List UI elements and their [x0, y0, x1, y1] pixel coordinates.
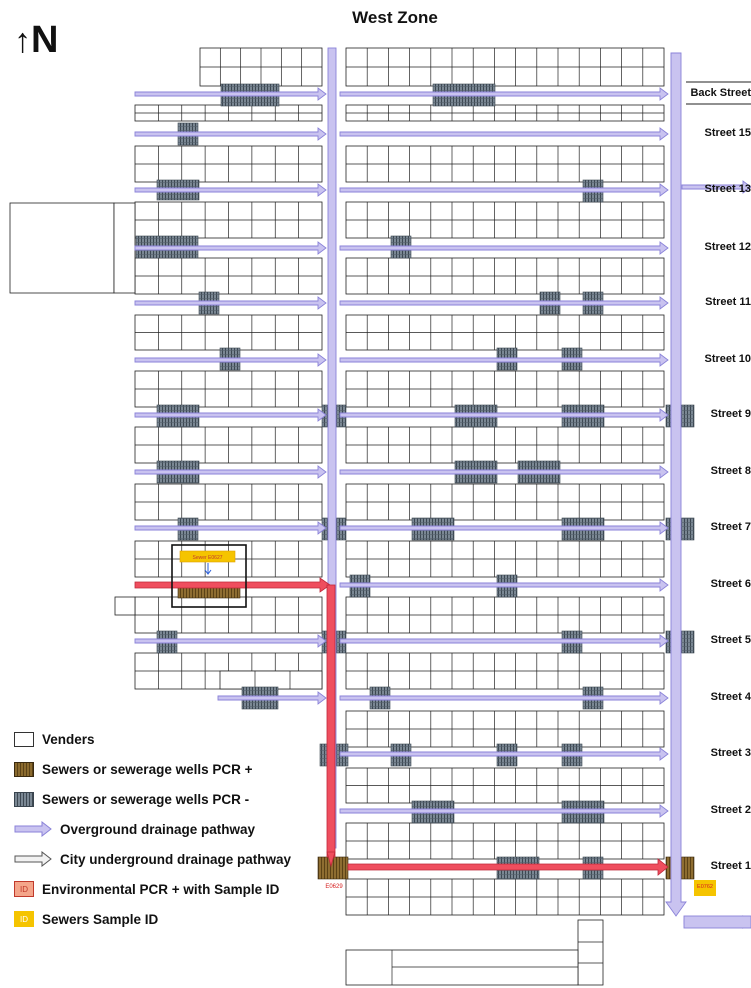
overground-arrow	[134, 353, 327, 367]
sample-id-west: E0629	[325, 884, 343, 890]
legend-item-sewer-positive: Sewers or sewerage wells PCR +	[14, 754, 334, 784]
overground-arrow	[339, 747, 669, 761]
street-label: Street 12	[704, 241, 751, 253]
drainage-pathways	[134, 47, 751, 929]
legend: Venders Sewers or sewerage wells PCR + S…	[14, 724, 334, 934]
north-arrow-icon: ↑	[14, 22, 31, 60]
legend-item-underground: City underground drainage pathway	[14, 844, 334, 874]
highlight-box	[171, 544, 247, 608]
street-label: Street 7	[710, 521, 751, 533]
legend-label: Venders	[42, 731, 95, 747]
legend-item-vendors: Venders	[14, 724, 334, 754]
overground-arrow	[339, 241, 669, 255]
vendor-block	[345, 949, 579, 986]
building-outline	[113, 202, 136, 294]
vendor-block	[114, 596, 136, 616]
overground-arrow	[339, 465, 669, 479]
vendor-block	[219, 670, 323, 690]
overground-arrow	[339, 87, 669, 101]
legend-label: Sewers Sample ID	[42, 911, 159, 927]
sewer-sample-badge	[694, 880, 716, 896]
east-drain-arrow	[665, 52, 687, 917]
sewer-sample-badge	[179, 550, 236, 563]
building-outline	[9, 202, 115, 294]
contaminated-arrow	[134, 577, 331, 593]
overground-arrow	[339, 691, 669, 705]
flow-arrow-icon	[204, 563, 212, 575]
legend-item-sewer-id: ID Sewers Sample ID	[14, 904, 334, 934]
overground-arrow	[134, 408, 327, 422]
north-indicator: ↑N	[14, 20, 58, 61]
street-label: Street 9	[710, 408, 751, 420]
legend-label: Sewers or sewerage wells PCR -	[42, 791, 250, 807]
overground-arrow	[134, 521, 327, 535]
purple-arrow-icon	[14, 821, 52, 837]
legend-label: Environmental PCR + with Sample ID	[42, 881, 280, 897]
overground-arrow	[339, 578, 669, 592]
north-letter: N	[31, 19, 59, 61]
legend-label: City underground drainage pathway	[60, 851, 292, 867]
overground-arrow	[681, 180, 751, 194]
overground-arrow	[339, 521, 669, 535]
overground-arrow	[339, 804, 669, 818]
sewer-id-badge-icon: ID	[14, 911, 34, 927]
vendor-block	[577, 919, 604, 986]
street-label: Street 15	[704, 127, 751, 139]
overground-arrow	[134, 183, 327, 197]
legend-item-overground: Overground drainage pathway	[14, 814, 334, 844]
legend-item-sewer-negative: Sewers or sewerage wells PCR -	[14, 784, 334, 814]
overground-arrow	[134, 87, 327, 101]
outlet-drain	[683, 915, 751, 929]
map-title: West Zone	[352, 8, 438, 27]
grey-arrow-icon	[14, 851, 52, 867]
street-label: Street 8	[710, 465, 751, 477]
legend-label: Sewers or sewerage wells PCR +	[42, 761, 253, 777]
overground-arrow	[134, 465, 327, 479]
street-label: Back Street	[690, 87, 751, 99]
overground-arrow	[339, 408, 669, 422]
sewer-sample-id: Sewer E0627	[192, 555, 222, 561]
pcr-negative-swatch-icon	[14, 791, 34, 807]
overground-arrow	[339, 634, 669, 648]
overground-arrow	[134, 296, 327, 310]
sample-markers: Sewer E0627 E0629 E0762	[171, 544, 716, 896]
overground-arrow	[339, 353, 669, 367]
contaminated-pathway	[134, 577, 669, 876]
overground-arrow	[339, 183, 669, 197]
env-id-badge-icon: ID	[14, 881, 34, 897]
street-label: Street 10	[704, 353, 751, 365]
overground-arrow	[339, 296, 669, 310]
contaminated-arrow	[347, 858, 669, 876]
street-label: Street 5	[710, 634, 751, 646]
overground-arrow	[217, 691, 327, 705]
street-label: Street 11	[705, 296, 751, 308]
vendor-swatch-icon	[14, 731, 34, 747]
sample-id-east: E0762	[697, 884, 713, 890]
street-label: Street 3	[710, 747, 751, 759]
street-label: Street 13	[704, 183, 751, 195]
street-label: Street 4	[710, 691, 751, 703]
street-label: Street 6	[710, 578, 751, 590]
legend-label: Overground drainage pathway	[60, 821, 256, 837]
overground-arrow	[134, 634, 327, 648]
overground-arrow	[134, 241, 327, 255]
legend-item-env-pcr: ID Environmental PCR + with Sample ID	[14, 874, 334, 904]
street-label: Street 2	[710, 804, 751, 816]
vendor-grid	[9, 47, 751, 986]
overground-arrow	[339, 127, 669, 141]
overground-arrow	[134, 127, 327, 141]
pcr-positive-swatch-icon	[14, 761, 34, 777]
street-label: Street 1	[710, 860, 751, 872]
contaminated-arrowhead	[326, 851, 336, 868]
